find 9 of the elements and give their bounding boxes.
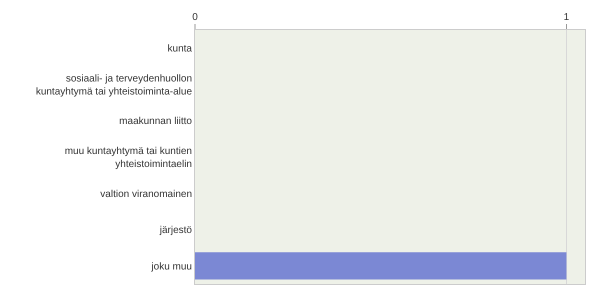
y-tick-label: valtion viranomainen <box>100 188 192 200</box>
y-tick-label: maakunnan liitto <box>119 116 192 128</box>
y-tick-label: järjestö <box>158 225 192 236</box>
x-tick-label: 0 <box>192 12 198 23</box>
y-tick-label: muu kuntayhtymä tai kuntien yhteistoimintaelin <box>64 146 192 170</box>
y-tick-label: sosiaali- ja terveydenhuollon kuntayhtymä tai yhteistoiminta-alue <box>36 73 192 98</box>
y-tick-label: joku muu <box>150 261 192 272</box>
x-tick-label: 1 <box>564 12 570 23</box>
y-tick-label: kunta <box>168 44 192 55</box>
